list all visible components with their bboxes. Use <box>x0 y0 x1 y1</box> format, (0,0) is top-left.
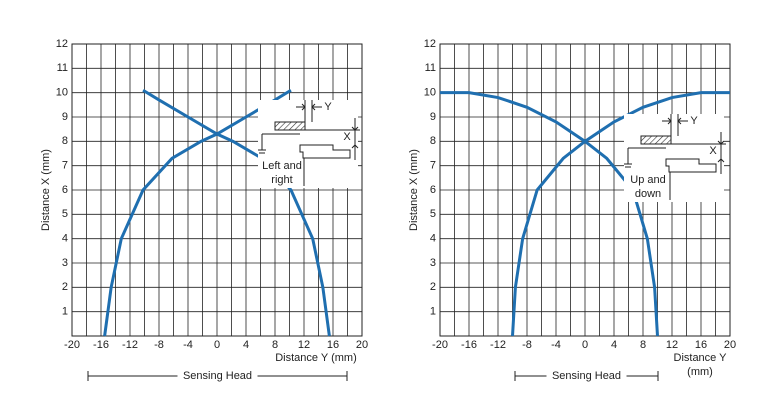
y-tick-label: 1 <box>430 306 436 318</box>
x-tick-label: 4 <box>611 339 617 351</box>
y-marker: Y <box>690 115 698 127</box>
x-tick-label: 0 <box>582 339 588 351</box>
y-tick-label: 12 <box>424 38 436 50</box>
y-tick-label: 1 <box>62 306 68 318</box>
footer-bg <box>546 369 627 383</box>
x-tick-label: 12 <box>666 339 678 351</box>
y-tick-label: 8 <box>430 135 436 147</box>
x-tick-label: -16 <box>93 339 109 351</box>
y-tick-label: 7 <box>62 160 68 172</box>
y-tick-label: 3 <box>430 257 436 269</box>
footer-label: Sensing Head <box>552 370 621 382</box>
y-axis-title: Distance X (mm) <box>40 149 52 231</box>
annotation: Left and <box>262 160 302 172</box>
emitter <box>665 158 717 173</box>
target <box>640 135 672 145</box>
x-marker: X <box>709 145 717 157</box>
y-tick-label: 5 <box>62 208 68 220</box>
y-tick-label: 9 <box>430 111 436 123</box>
x-tick-label: -8 <box>522 339 532 351</box>
x-tick-label: -4 <box>183 339 193 351</box>
y-tick-label: 10 <box>56 87 68 99</box>
x-tick-label: -4 <box>551 339 561 351</box>
x-axis-title: (mm) <box>687 366 713 378</box>
target <box>274 121 306 131</box>
x-tick-label: -20 <box>64 339 80 351</box>
footer-label: Sensing Head <box>183 370 252 382</box>
emitter <box>299 144 351 159</box>
curve <box>440 91 659 337</box>
y-marker: Y <box>324 101 332 113</box>
x-tick-label: 20 <box>724 339 736 351</box>
y-tick-label: 8 <box>62 135 68 147</box>
y-tick-label: 10 <box>424 87 436 99</box>
plot-frame <box>71 43 363 337</box>
x-tick-label: 16 <box>327 339 339 351</box>
annotation: down <box>635 188 661 200</box>
x-axis-title: Distance Y (mm) <box>275 352 357 364</box>
y-tick-label: 12 <box>56 38 68 50</box>
y-arrow <box>662 117 688 125</box>
y-tick-label: 6 <box>430 184 436 196</box>
y-tick-label: 2 <box>62 281 68 293</box>
plot-frame <box>439 43 731 337</box>
y-tick-label: 4 <box>430 233 436 245</box>
sensor-diagram: Y X Up and down <box>624 114 726 202</box>
y-tick-label: 7 <box>430 160 436 172</box>
annotation: right <box>271 174 292 186</box>
x-tick-label: 8 <box>640 339 646 351</box>
y-axis-title: Distance X (mm) <box>408 149 420 231</box>
diagram-bg <box>258 100 358 188</box>
diagram-bg <box>624 114 724 202</box>
x-tick-label: 0 <box>214 339 220 351</box>
x-tick-label: 8 <box>272 339 278 351</box>
x-tick-label: 12 <box>298 339 310 351</box>
footer-bg <box>177 369 258 383</box>
y-tick-label: 9 <box>62 111 68 123</box>
y-tick-label: 5 <box>430 208 436 220</box>
annotation: Up and <box>630 174 665 186</box>
x-tick-label: 16 <box>695 339 707 351</box>
y-arrow <box>296 103 322 111</box>
y-tick-label: 4 <box>62 233 68 245</box>
x-tick-label: 4 <box>243 339 249 351</box>
x-axis-title: Distance Y <box>674 352 728 364</box>
y-tick-label: 6 <box>62 184 68 196</box>
y-tick-label: 3 <box>62 257 68 269</box>
x-tick-label: -20 <box>432 339 448 351</box>
x-tick-label: -8 <box>154 339 164 351</box>
curve <box>142 88 331 337</box>
x-tick-label: -12 <box>122 339 138 351</box>
y-tick-label: 11 <box>425 62 436 74</box>
x-tick-label: 20 <box>356 339 368 351</box>
y-tick-label: 2 <box>430 281 436 293</box>
sensor-diagram: Y X Left and right <box>258 100 360 188</box>
y-tick-label: 11 <box>57 62 68 74</box>
x-tick-label: -12 <box>490 339 506 351</box>
x-marker: X <box>343 131 351 143</box>
x-tick-label: -16 <box>461 339 477 351</box>
